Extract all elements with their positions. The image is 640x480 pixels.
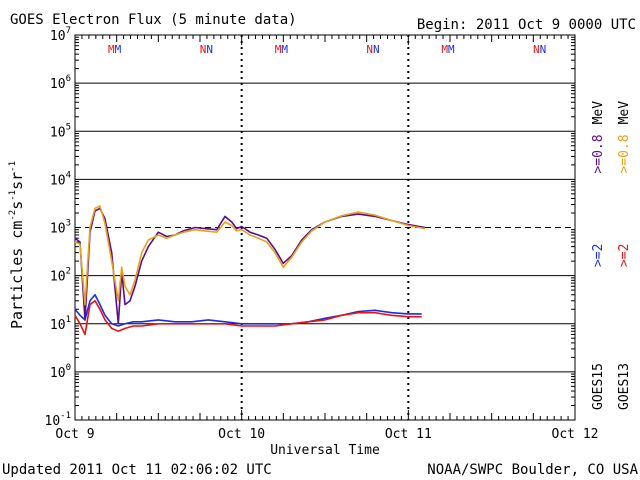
y-tick-label: 107	[50, 26, 71, 44]
y-tick-exponent: 0	[66, 363, 71, 373]
legend-goes15-column: GOES15 >=2 >=0.8 MeV	[591, 101, 606, 410]
legend-goes15-ge2: >=2	[591, 244, 606, 267]
series-line-2	[74, 293, 422, 327]
y-axis-label-mid: s	[8, 201, 26, 210]
mn-marker-red: M	[441, 43, 448, 56]
x-tick-label: Oct 12	[552, 427, 599, 442]
mn-marker-red: M	[275, 43, 282, 56]
y-tick-base: 10	[50, 77, 66, 92]
y-tick-label: 104	[50, 170, 71, 188]
legend-goes13-ge2: >=2	[617, 244, 632, 267]
mn-marker-red: N	[366, 43, 373, 56]
mn-marker-red: N	[200, 43, 207, 56]
y-tick-label: 105	[50, 122, 71, 140]
legend-goes15-ge08: >=0.8	[591, 134, 606, 173]
y-axis-label-exp2: -1	[8, 190, 18, 201]
x-tick-labels: Oct 9 Oct 10 Oct 11 Oct 12	[55, 427, 598, 442]
series-line-0	[74, 207, 426, 325]
series-layer	[74, 205, 426, 336]
series-line-1	[74, 205, 426, 306]
y-tick-label: 103	[50, 219, 71, 237]
y-tick-base: 10	[45, 414, 61, 429]
legend-goes13-column: GOES13 >=2 >=0.8 MeV	[617, 101, 632, 410]
x-tick-label: Oct 10	[218, 427, 265, 442]
x-tick-label: Oct 9	[55, 427, 94, 442]
mn-marker-blue: N	[373, 43, 380, 56]
y-tick-base: 10	[50, 173, 66, 188]
y-tick-exponent: 4	[66, 170, 71, 180]
credit-text: NOAA/SWPC Boulder, CO USA	[427, 462, 638, 478]
y-tick-base: 10	[50, 222, 66, 237]
y-tick-exponent: 6	[66, 74, 71, 84]
mn-marker-blue: M	[281, 43, 288, 56]
y-tick-exponent: 2	[66, 267, 71, 277]
legend-mev-1: MeV	[591, 101, 606, 125]
mn-marker-blue: N	[206, 43, 213, 56]
mn-marker-blue: N	[540, 43, 547, 56]
y-axis-label-mid2: sr	[8, 172, 26, 190]
legend-goes13-label: GOES13	[617, 363, 632, 410]
grid-layer	[74, 35, 576, 420]
chart-title: GOES Electron Flux (5 minute data)	[10, 12, 297, 28]
legend-goes15-label: GOES15	[591, 363, 606, 410]
legend-mev-2: MeV	[617, 101, 632, 125]
mn-marker-red: M	[108, 43, 115, 56]
legend-goes13-ge08: >=0.8	[617, 134, 632, 173]
y-tick-base: 10	[50, 318, 66, 333]
updated-timestamp: Updated 2011 Oct 11 02:06:02 UTC	[2, 462, 272, 478]
y-axis-label-exp1: -2	[8, 210, 18, 221]
legend: GOES15 >=2 >=0.8 MeV GOES13 >=2 >=0.8 MeV	[591, 101, 632, 410]
y-axis-label-exp3: -1	[8, 161, 18, 172]
series-line-3	[74, 299, 422, 336]
mn-marker-blue: M	[448, 43, 455, 56]
day-marker-layer	[240, 35, 410, 420]
y-tick-base: 10	[50, 270, 66, 285]
y-tick-label: 10-1	[45, 411, 72, 429]
y-tick-base: 10	[50, 125, 66, 140]
y-axis-label-base: Particles cm	[8, 221, 26, 329]
y-tick-label: 101	[50, 315, 71, 333]
mn-marker-blue: M	[115, 43, 122, 56]
y-axis-label: Particles cm-2s-1sr-1	[8, 161, 26, 329]
mn-marker-red: N	[533, 43, 540, 56]
y-tick-exponent: 5	[66, 122, 71, 132]
y-tick-exponent: -1	[60, 411, 71, 421]
y-tick-exponent: 1	[66, 315, 71, 325]
y-tick-base: 10	[50, 29, 66, 44]
y-tick-exponent: 3	[66, 219, 71, 229]
y-tick-exponent: 7	[66, 26, 71, 36]
y-tick-label: 106	[50, 74, 71, 92]
y-tick-label: 100	[50, 363, 71, 381]
y-tick-label: 102	[50, 267, 71, 285]
begin-label: Begin: 2011 Oct 9 0000 UTC	[417, 17, 636, 33]
y-tick-base: 10	[50, 366, 66, 381]
x-axis-label: Universal Time	[270, 443, 380, 458]
x-tick-label: Oct 11	[385, 427, 432, 442]
